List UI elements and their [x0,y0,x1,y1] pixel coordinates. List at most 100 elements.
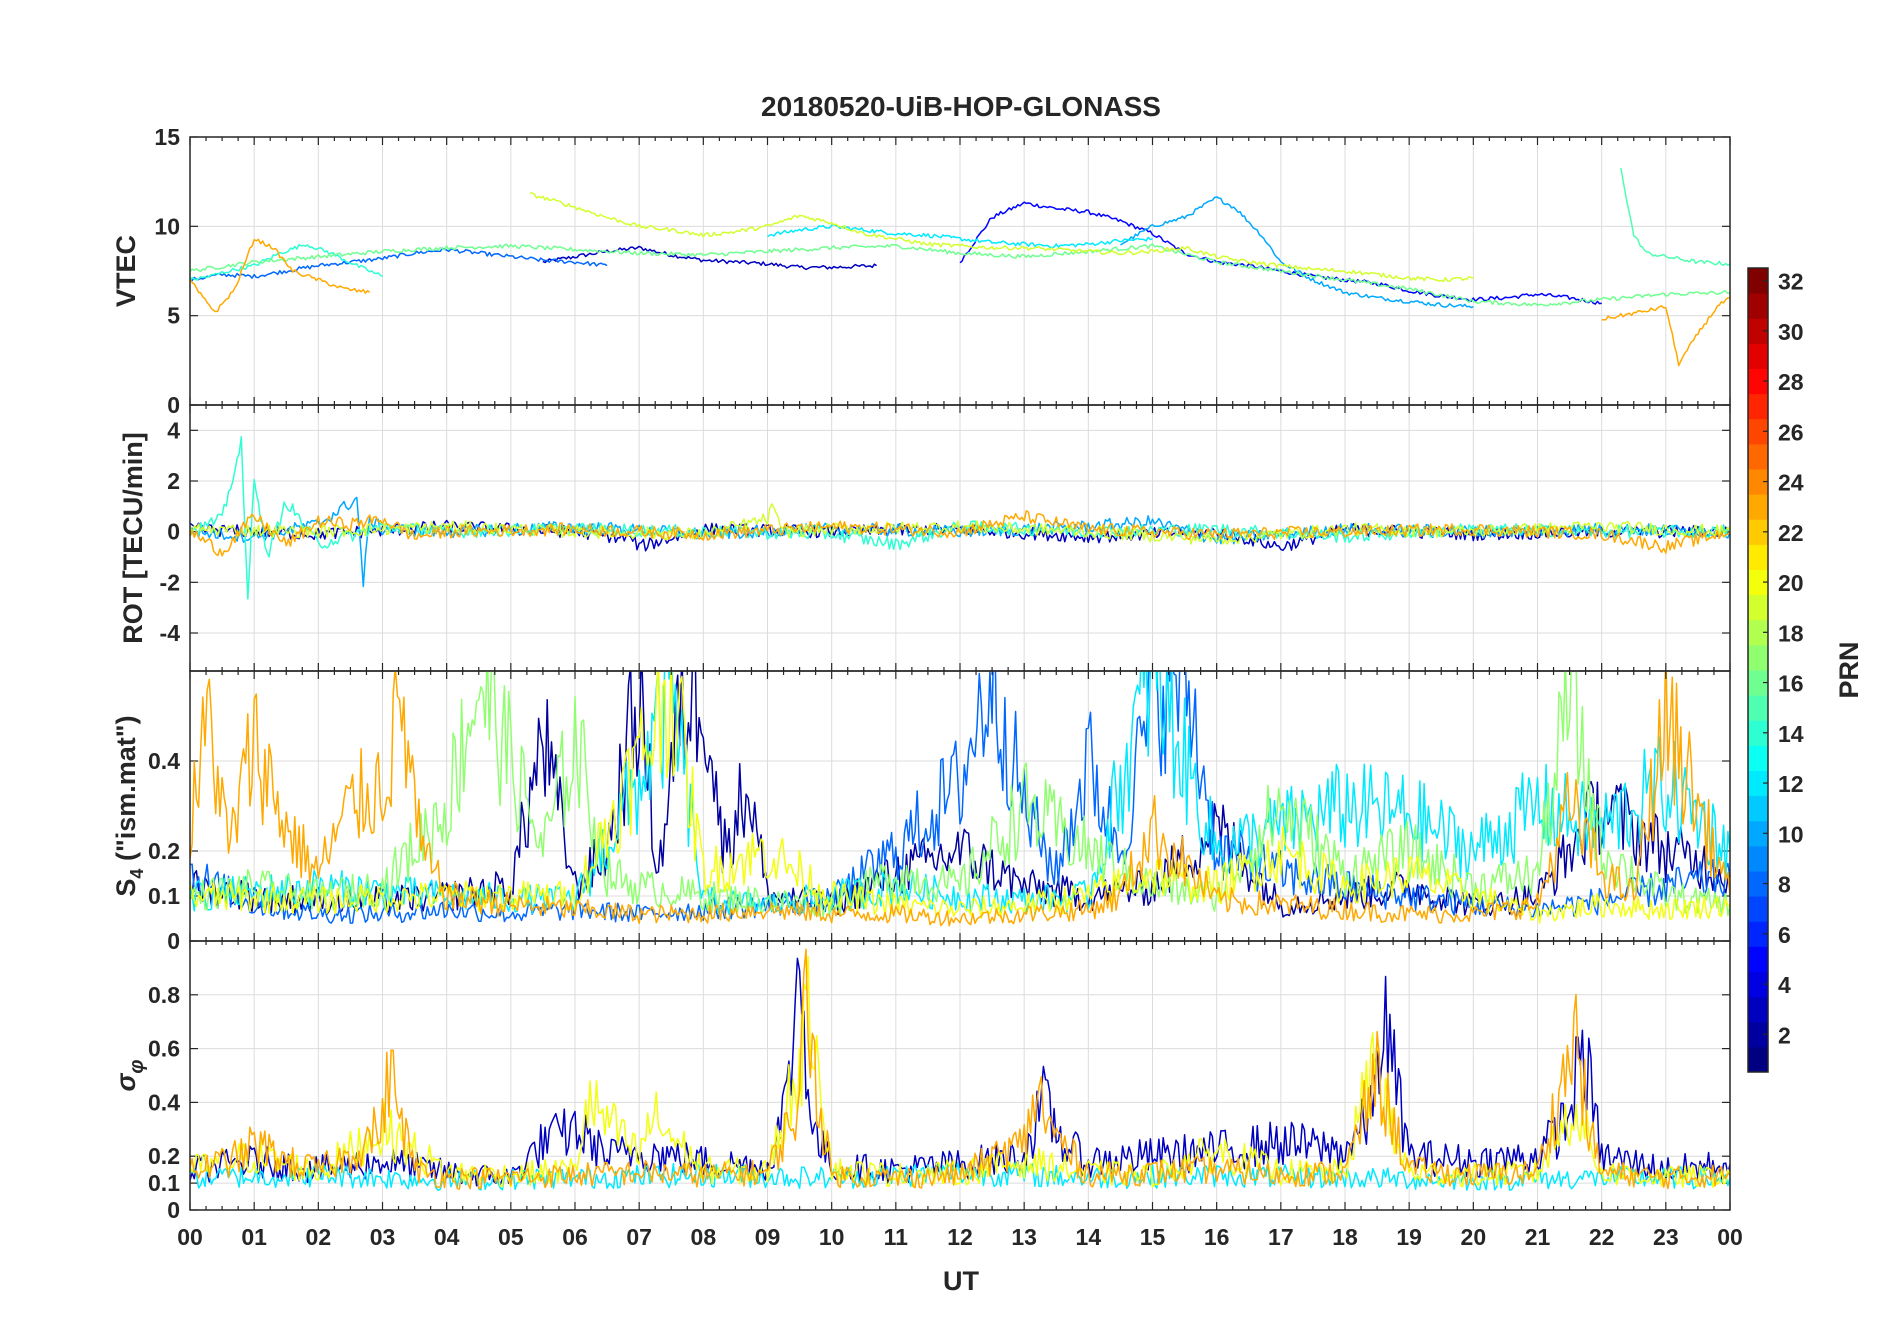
panel-frame [189,940,1731,1211]
colorbar-segment [1748,971,1768,998]
colorbar-segment [1748,368,1768,395]
y-tick-label: 15 [154,124,180,150]
series-prn-3 [190,957,1730,1187]
series-prn-5 [959,201,1602,305]
x-tick-label: 18 [1332,1224,1358,1250]
x-tick-label: 16 [1204,1224,1230,1250]
x-tick-label: 17 [1268,1224,1294,1250]
colorbar-segment [1748,268,1768,294]
panel-sigma_phi: 00.10.2 0.4 0.6 0.8 σφ [111,940,1731,1223]
y-tick-label: 0 [167,392,180,418]
colorbar-frame [1747,267,1769,1073]
colorbar-segment [1748,996,1768,1023]
y-tick-label: 0.1 [148,1170,180,1196]
x-tick-label: 05 [498,1224,524,1250]
colorbar-segment [1748,896,1768,922]
colorbar-segment [1748,820,1768,847]
series-prn-8 [190,671,1730,924]
colorbar-tick-label: 6 [1778,922,1791,948]
colorbar-tick-label: 30 [1778,319,1804,345]
colorbar-segment [1748,795,1768,822]
x-tick-label: 00 [1717,1224,1743,1250]
x-tick-label: 23 [1653,1224,1679,1250]
y-tick-label: 0.4 [148,748,180,774]
colorbar-tick-label: 18 [1778,620,1804,646]
y-tick-label: 0.4 [148,1089,180,1115]
y-tick-label: 0 [167,1197,180,1223]
chart-title: 20180520-UiB-HOP-GLONASS [761,91,1161,122]
colorbar-segment [1748,544,1768,570]
colorbar-segment [1748,946,1768,972]
colorbar-tick-label: 24 [1778,470,1804,496]
colorbar-tick-label: 16 [1778,671,1804,697]
x-tick-label: 20 [1461,1224,1487,1250]
colorbar-segment [1748,921,1768,947]
colorbar-tick-label: 12 [1778,771,1804,797]
colorbar-segment [1748,720,1768,746]
x-tick-label: 15 [1140,1224,1166,1250]
colorbar-tick-label: 26 [1778,419,1804,445]
colorbar-tick-label: 20 [1778,570,1804,596]
series-prn-16 [190,243,1730,307]
colorbar-segment [1748,343,1768,369]
series-prn-10 [190,496,1730,588]
colorbar-tick-label: 4 [1778,972,1791,998]
x-tick-label: 00 [177,1224,203,1250]
series-prn-10 [1120,196,1474,309]
y-tick-label: 4 [167,417,180,443]
y-tick-label: 0.2 [148,838,180,864]
x-tick-label: 02 [306,1224,332,1250]
y-tick-label: -4 [160,620,181,646]
colorbar-segment [1748,594,1768,621]
colorbar-segment [1748,1021,1768,1048]
x-tick-label: 09 [755,1224,781,1250]
x-tick-label: 08 [691,1224,717,1250]
y-axis-label-s4: S4 ("ism.mat") [111,715,147,896]
colorbar-segment [1748,1046,1768,1073]
x-tick-label: 10 [819,1224,845,1250]
series-prn-23 [190,671,1730,927]
y-tick-label: 0.2 [148,1143,180,1169]
colorbar-tick-label: 8 [1778,872,1791,898]
x-tick-label: 21 [1525,1224,1551,1250]
colorbar-tick-label: 14 [1778,721,1804,747]
series-prn-19 [529,191,1474,283]
y-tick-label: 0.8 [148,982,180,1008]
colorbar-segment [1748,393,1768,420]
y-tick-label: 5 [167,303,180,329]
colorbar-segment [1748,569,1768,596]
y-tick-label: 0.6 [148,1036,180,1062]
colorbar-segment [1748,619,1768,646]
series-prn-3 [190,519,1730,552]
x-tick-label: 19 [1396,1224,1422,1250]
colorbar-tick-label: 32 [1778,269,1804,295]
y-axis-label-rot: ROT [TECU/min] [118,432,148,643]
series-prn-3 [542,245,878,271]
series-prn-23 [1601,297,1730,367]
colorbar-segment [1748,519,1768,545]
colorbar-segment [1748,293,1768,319]
x-tick-label: 06 [562,1224,588,1250]
colorbar-tick-label: 22 [1778,520,1804,546]
x-tick-label: 22 [1589,1224,1615,1250]
colorbar-segment [1748,695,1768,721]
colorbar-segment [1748,469,1768,495]
y-tick-label: 0 [167,519,180,545]
x-axis: 00 01 02 03 04 05 06 07 08 09 10 11 12 13 14 15 16 17 18 19… [177,1224,1743,1250]
x-tick-label: 12 [947,1224,973,1250]
panel-vtec: 0 5 10 15 VTEC [111,124,1731,418]
series-prn-12 [767,223,1153,249]
colorbar-segment [1748,644,1768,671]
x-tick-label: 01 [241,1224,267,1250]
x-tick-label: 07 [626,1224,652,1250]
colorbar-segment [1748,418,1768,445]
colorbar-segment [1748,670,1768,696]
colorbar-segment [1748,845,1768,872]
x-tick-label: 04 [434,1224,460,1250]
x-tick-label: 03 [370,1224,396,1250]
series-prn-8 [190,247,608,282]
panel-rot: -4 -2 0 2 4 ROT [TECU/min] [118,404,1731,672]
